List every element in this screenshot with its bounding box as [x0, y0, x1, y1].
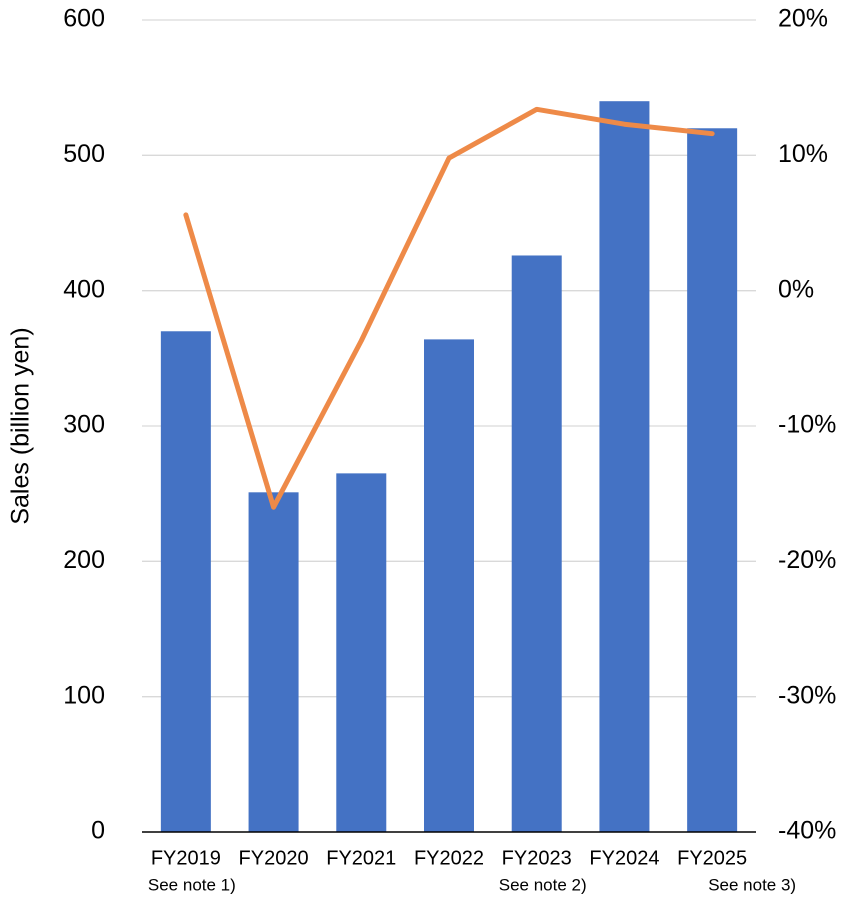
- y2-tick-label: -20%: [778, 546, 836, 574]
- y2-tick-label: 20%: [778, 5, 828, 33]
- y-axis-label: Sales (billion yen): [7, 327, 35, 524]
- note-label: See note 2): [499, 875, 587, 894]
- note-label: See note 3): [708, 875, 796, 894]
- note-label: See note 1): [148, 875, 236, 894]
- x-tick-label: FY2021: [326, 847, 396, 869]
- x-tick-label: FY2023: [502, 847, 572, 869]
- y2-tick-label: 0%: [778, 275, 814, 303]
- bar: [599, 101, 650, 832]
- x-tick-label: FY2020: [239, 847, 309, 869]
- bar: [424, 339, 474, 832]
- bar: [160, 331, 211, 832]
- bar: [248, 492, 299, 832]
- bar: [511, 255, 562, 833]
- y2-tick-label: 10%: [778, 140, 828, 168]
- x-tick-label: FY2025: [677, 847, 747, 869]
- y-tick-label: 600: [63, 5, 105, 33]
- bar: [687, 128, 738, 832]
- y2-tick-label: -10%: [778, 411, 836, 439]
- y-tick-label: 400: [63, 275, 105, 303]
- y-tick-label: 0: [91, 817, 105, 845]
- x-tick-label: FY2024: [589, 847, 659, 869]
- x-tick-label: FY2019: [151, 847, 221, 869]
- y-tick-label: 300: [63, 411, 105, 439]
- x-tick-label: FY2022: [414, 847, 484, 869]
- bar: [336, 473, 387, 832]
- line: [183, 106, 715, 510]
- y-tick-label: 200: [63, 546, 105, 574]
- y-tick-label: 100: [63, 681, 105, 709]
- y-tick-label: 500: [63, 140, 105, 168]
- y2-tick-label: -40%: [778, 817, 836, 845]
- y2-tick-label: -30%: [778, 681, 836, 709]
